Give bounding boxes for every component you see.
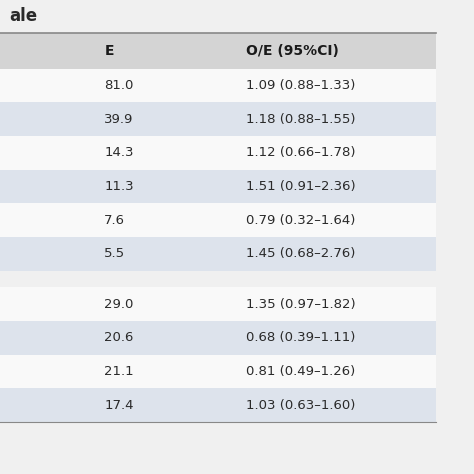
Text: ale: ale (9, 7, 37, 25)
Bar (0, 203, 436, 237)
Text: 0.79 (0.32–1.64): 0.79 (0.32–1.64) (246, 214, 356, 227)
Text: 0.68 (0.39–1.11): 0.68 (0.39–1.11) (246, 331, 356, 344)
Text: E: E (104, 44, 114, 58)
Bar (0, 69, 436, 102)
Text: 14.3: 14.3 (104, 146, 134, 159)
Text: 20.6: 20.6 (104, 331, 134, 344)
Text: 21.1: 21.1 (104, 365, 134, 378)
Text: 1.03 (0.63–1.60): 1.03 (0.63–1.60) (246, 399, 356, 411)
Text: 7.6: 7.6 (104, 214, 125, 227)
Text: 29.0: 29.0 (104, 298, 134, 310)
Bar (0, 170, 436, 203)
Bar (0, 388, 436, 422)
Text: 0.81 (0.49–1.26): 0.81 (0.49–1.26) (246, 365, 356, 378)
Text: 81.0: 81.0 (104, 79, 134, 92)
Text: 11.3: 11.3 (104, 180, 134, 193)
Bar (0, 355, 436, 388)
Text: 1.35 (0.97–1.82): 1.35 (0.97–1.82) (246, 298, 356, 310)
Text: 1.18 (0.88–1.55): 1.18 (0.88–1.55) (246, 113, 356, 126)
Text: 1.45 (0.68–2.76): 1.45 (0.68–2.76) (246, 247, 356, 260)
Text: 1.09 (0.88–1.33): 1.09 (0.88–1.33) (246, 79, 356, 92)
Bar (0, 237, 436, 271)
Text: 1.51 (0.91–2.36): 1.51 (0.91–2.36) (246, 180, 356, 193)
Text: 17.4: 17.4 (104, 399, 134, 411)
Text: 5.5: 5.5 (104, 247, 126, 260)
Bar (0, 287, 436, 321)
Text: O/E (95%CI): O/E (95%CI) (246, 44, 339, 58)
Text: 1.12 (0.66–1.78): 1.12 (0.66–1.78) (246, 146, 356, 159)
Bar (0, 321, 436, 355)
Bar (0, 136, 436, 170)
Bar (0, 33, 436, 69)
Text: 39.9: 39.9 (104, 113, 134, 126)
Bar (0, 102, 436, 136)
